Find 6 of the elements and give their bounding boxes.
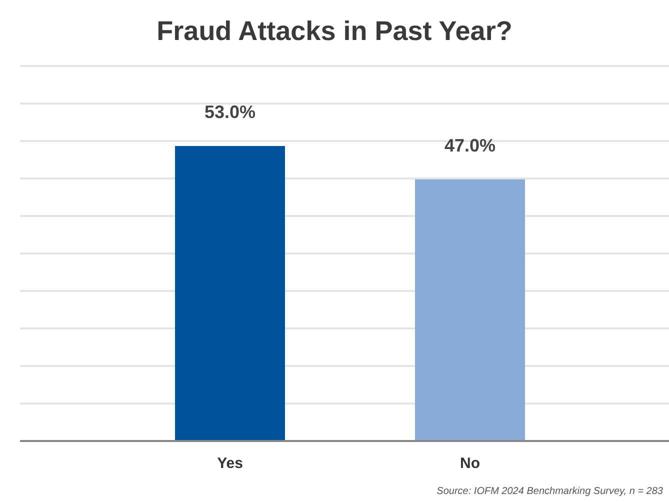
source-note: Source: IOFM 2024 Benchmarking Survey, n = 283 (436, 486, 664, 497)
data-label: 53.0% (204, 102, 256, 122)
data-label: 47.0% (444, 135, 496, 156)
chart-title: Fraud Attacks in Past Year? (156, 16, 512, 46)
x-tick-label: No (460, 455, 480, 472)
x-tick-label: Yes (217, 455, 243, 472)
